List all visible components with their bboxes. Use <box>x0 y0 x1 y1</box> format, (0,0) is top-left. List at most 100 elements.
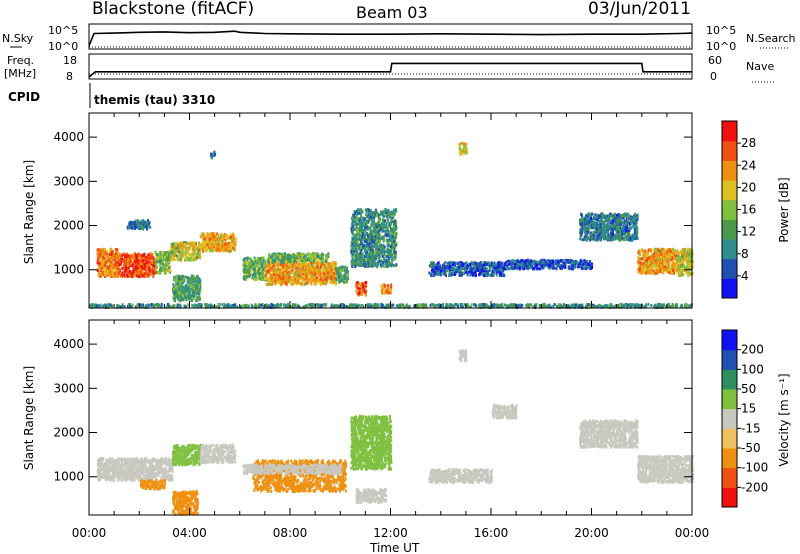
power-cell <box>149 273 152 276</box>
power-cell <box>316 258 318 262</box>
power-cell <box>364 262 367 266</box>
power-cell <box>130 226 133 230</box>
power-cell <box>320 259 323 263</box>
power-cell <box>176 254 178 258</box>
power-cell <box>114 264 117 268</box>
power-cell <box>291 262 293 266</box>
power-cell <box>365 253 368 257</box>
power-cell <box>179 251 182 255</box>
power-cell <box>193 258 196 262</box>
power-cell <box>652 269 655 273</box>
power-cell <box>358 211 361 215</box>
power-cell <box>372 259 375 263</box>
power-cell <box>650 256 653 260</box>
power-cell <box>392 245 395 248</box>
power-cell <box>384 207 387 211</box>
power-cell <box>228 241 230 245</box>
power-cell <box>678 256 681 260</box>
power-cell <box>121 271 124 275</box>
power-cell <box>465 148 468 152</box>
power-cell <box>255 264 258 268</box>
power-cell <box>279 271 282 275</box>
power-cell <box>358 262 361 266</box>
power-cell <box>248 274 251 278</box>
power-cell <box>190 294 193 298</box>
power-cell <box>298 252 301 256</box>
power-cell <box>395 243 398 247</box>
power-cell <box>297 258 300 262</box>
power-cell <box>267 259 270 262</box>
power-cell <box>340 270 342 274</box>
power-cell <box>377 227 380 231</box>
power-cell <box>384 224 387 228</box>
power-cell <box>668 271 671 275</box>
power-cell <box>323 277 326 281</box>
power-cell <box>172 249 175 253</box>
power-cell <box>152 259 155 263</box>
power-cell <box>360 260 363 264</box>
power-cell <box>342 275 345 279</box>
power-cell <box>187 280 190 284</box>
power-cell <box>198 244 201 248</box>
power-cell <box>350 216 353 220</box>
power-cell <box>144 267 146 271</box>
power-cell <box>189 297 192 301</box>
power-cell <box>388 262 391 266</box>
power-cell <box>157 259 160 263</box>
power-cell <box>134 223 137 227</box>
power-cell <box>312 278 315 282</box>
power-cell <box>227 244 230 248</box>
power-cell <box>281 263 284 267</box>
power-cell <box>460 149 463 153</box>
power-cell <box>380 251 383 255</box>
power-cell <box>281 275 284 279</box>
power-cell <box>460 152 463 156</box>
power-cell <box>199 235 202 239</box>
power-cell <box>389 244 392 248</box>
power-cell <box>658 258 661 261</box>
power-cell <box>129 226 132 230</box>
power-cell <box>186 284 189 288</box>
power-cell <box>229 235 232 239</box>
power-cell <box>391 256 394 260</box>
power-cell <box>186 290 189 294</box>
power-cell <box>180 297 183 301</box>
power-cell <box>274 282 277 286</box>
power-cell <box>356 222 359 226</box>
power-cell <box>291 275 294 279</box>
power-cell <box>362 284 365 288</box>
power-cell <box>671 256 674 260</box>
power-cell <box>385 255 388 259</box>
power-cell <box>132 225 135 229</box>
power-cell <box>140 255 143 259</box>
power-cell <box>253 278 256 282</box>
power-cell <box>210 232 213 236</box>
noise-sky-series <box>88 30 693 47</box>
power-cell <box>362 262 365 266</box>
power-cell <box>217 239 220 243</box>
power-cell <box>153 261 155 264</box>
power-cell <box>344 275 347 279</box>
power-cell <box>137 222 140 226</box>
power-cell <box>330 277 333 281</box>
power-cell <box>196 296 199 300</box>
power-cell <box>280 283 283 286</box>
power-cell <box>283 272 285 276</box>
power-cell <box>193 289 196 293</box>
power-cell <box>121 253 124 257</box>
power-cell <box>100 267 103 271</box>
power-cell <box>648 264 651 268</box>
power-cell <box>233 240 236 244</box>
power-cell <box>374 214 377 218</box>
power-cell <box>181 286 183 289</box>
power-cell <box>201 232 204 236</box>
power-cell <box>97 269 100 273</box>
power-cell <box>683 254 686 258</box>
power-cell <box>337 266 340 270</box>
power-cell <box>369 227 372 231</box>
power-cell <box>661 249 664 253</box>
power-cell <box>159 264 162 268</box>
power-cell <box>458 143 461 146</box>
power-cell <box>225 248 228 252</box>
power-cell <box>462 147 465 151</box>
